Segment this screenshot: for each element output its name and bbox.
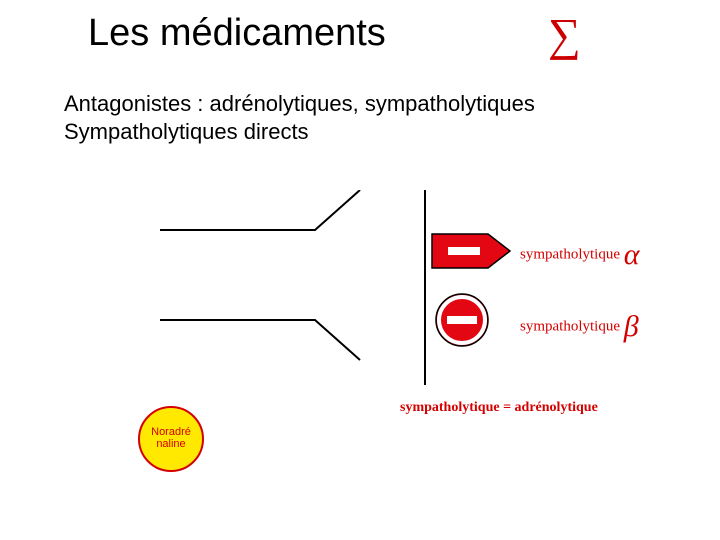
beta-greek: β (624, 310, 639, 343)
noradrenaline-text: Noradré naline (151, 427, 191, 450)
noradrenaline-badge: Noradré naline (138, 406, 204, 472)
beta-stop-bar (447, 316, 477, 324)
page-title: Les médicaments (88, 12, 386, 55)
beta-stop-icon (436, 294, 488, 346)
subtitle-line2: Sympatholytiques directs (64, 118, 535, 146)
beta-label: sympatholytique β (520, 310, 639, 344)
alpha-label: sympatholytique α (520, 238, 640, 272)
alpha-block-icon (432, 234, 510, 268)
alpha-block-bar (448, 247, 480, 255)
alpha-greek: α (624, 238, 640, 271)
noradrenaline-line1: Noradré (151, 426, 191, 438)
alpha-label-text: sympatholytique (520, 246, 624, 262)
axon-bottom-line (160, 320, 360, 360)
subtitle-line1: Antagonistes : adrénolytiques, sympathol… (64, 90, 535, 118)
beta-label-text: sympatholytique (520, 318, 624, 334)
sigma-symbol: ∑ (548, 8, 581, 61)
noradrenaline-line2: naline (156, 438, 185, 450)
axon-top-line (160, 190, 360, 230)
footnote-text: sympatholytique = adrénolytique (400, 400, 598, 416)
synapse-diagram (160, 190, 520, 410)
subtitle-block: Antagonistes : adrénolytiques, sympathol… (64, 90, 535, 145)
